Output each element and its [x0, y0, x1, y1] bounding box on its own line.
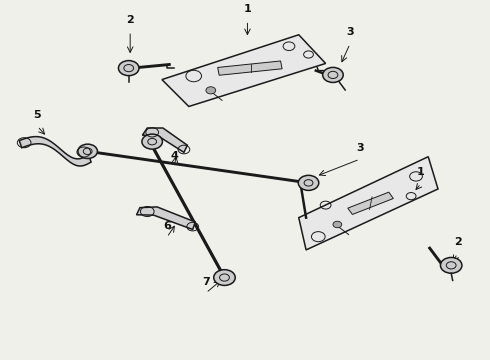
Text: 5: 5 — [33, 110, 41, 120]
Polygon shape — [162, 35, 326, 107]
Text: 7: 7 — [202, 276, 210, 287]
Polygon shape — [348, 192, 393, 215]
Text: 2: 2 — [126, 15, 134, 25]
Circle shape — [206, 87, 216, 94]
Text: 3: 3 — [356, 143, 364, 153]
Circle shape — [333, 221, 342, 228]
Text: 3: 3 — [346, 27, 354, 37]
Text: 1: 1 — [244, 4, 251, 14]
Circle shape — [119, 60, 139, 76]
Circle shape — [323, 67, 343, 82]
Polygon shape — [218, 61, 282, 75]
Polygon shape — [19, 136, 91, 166]
Text: 1: 1 — [417, 167, 425, 177]
Circle shape — [298, 175, 319, 190]
Text: 2: 2 — [454, 237, 462, 247]
Circle shape — [214, 270, 235, 285]
Polygon shape — [137, 207, 195, 229]
Circle shape — [441, 257, 462, 273]
Text: 4: 4 — [170, 151, 178, 161]
Polygon shape — [143, 128, 187, 152]
Text: 6: 6 — [163, 221, 171, 231]
Circle shape — [78, 144, 98, 158]
Circle shape — [142, 134, 162, 149]
Polygon shape — [299, 157, 438, 250]
